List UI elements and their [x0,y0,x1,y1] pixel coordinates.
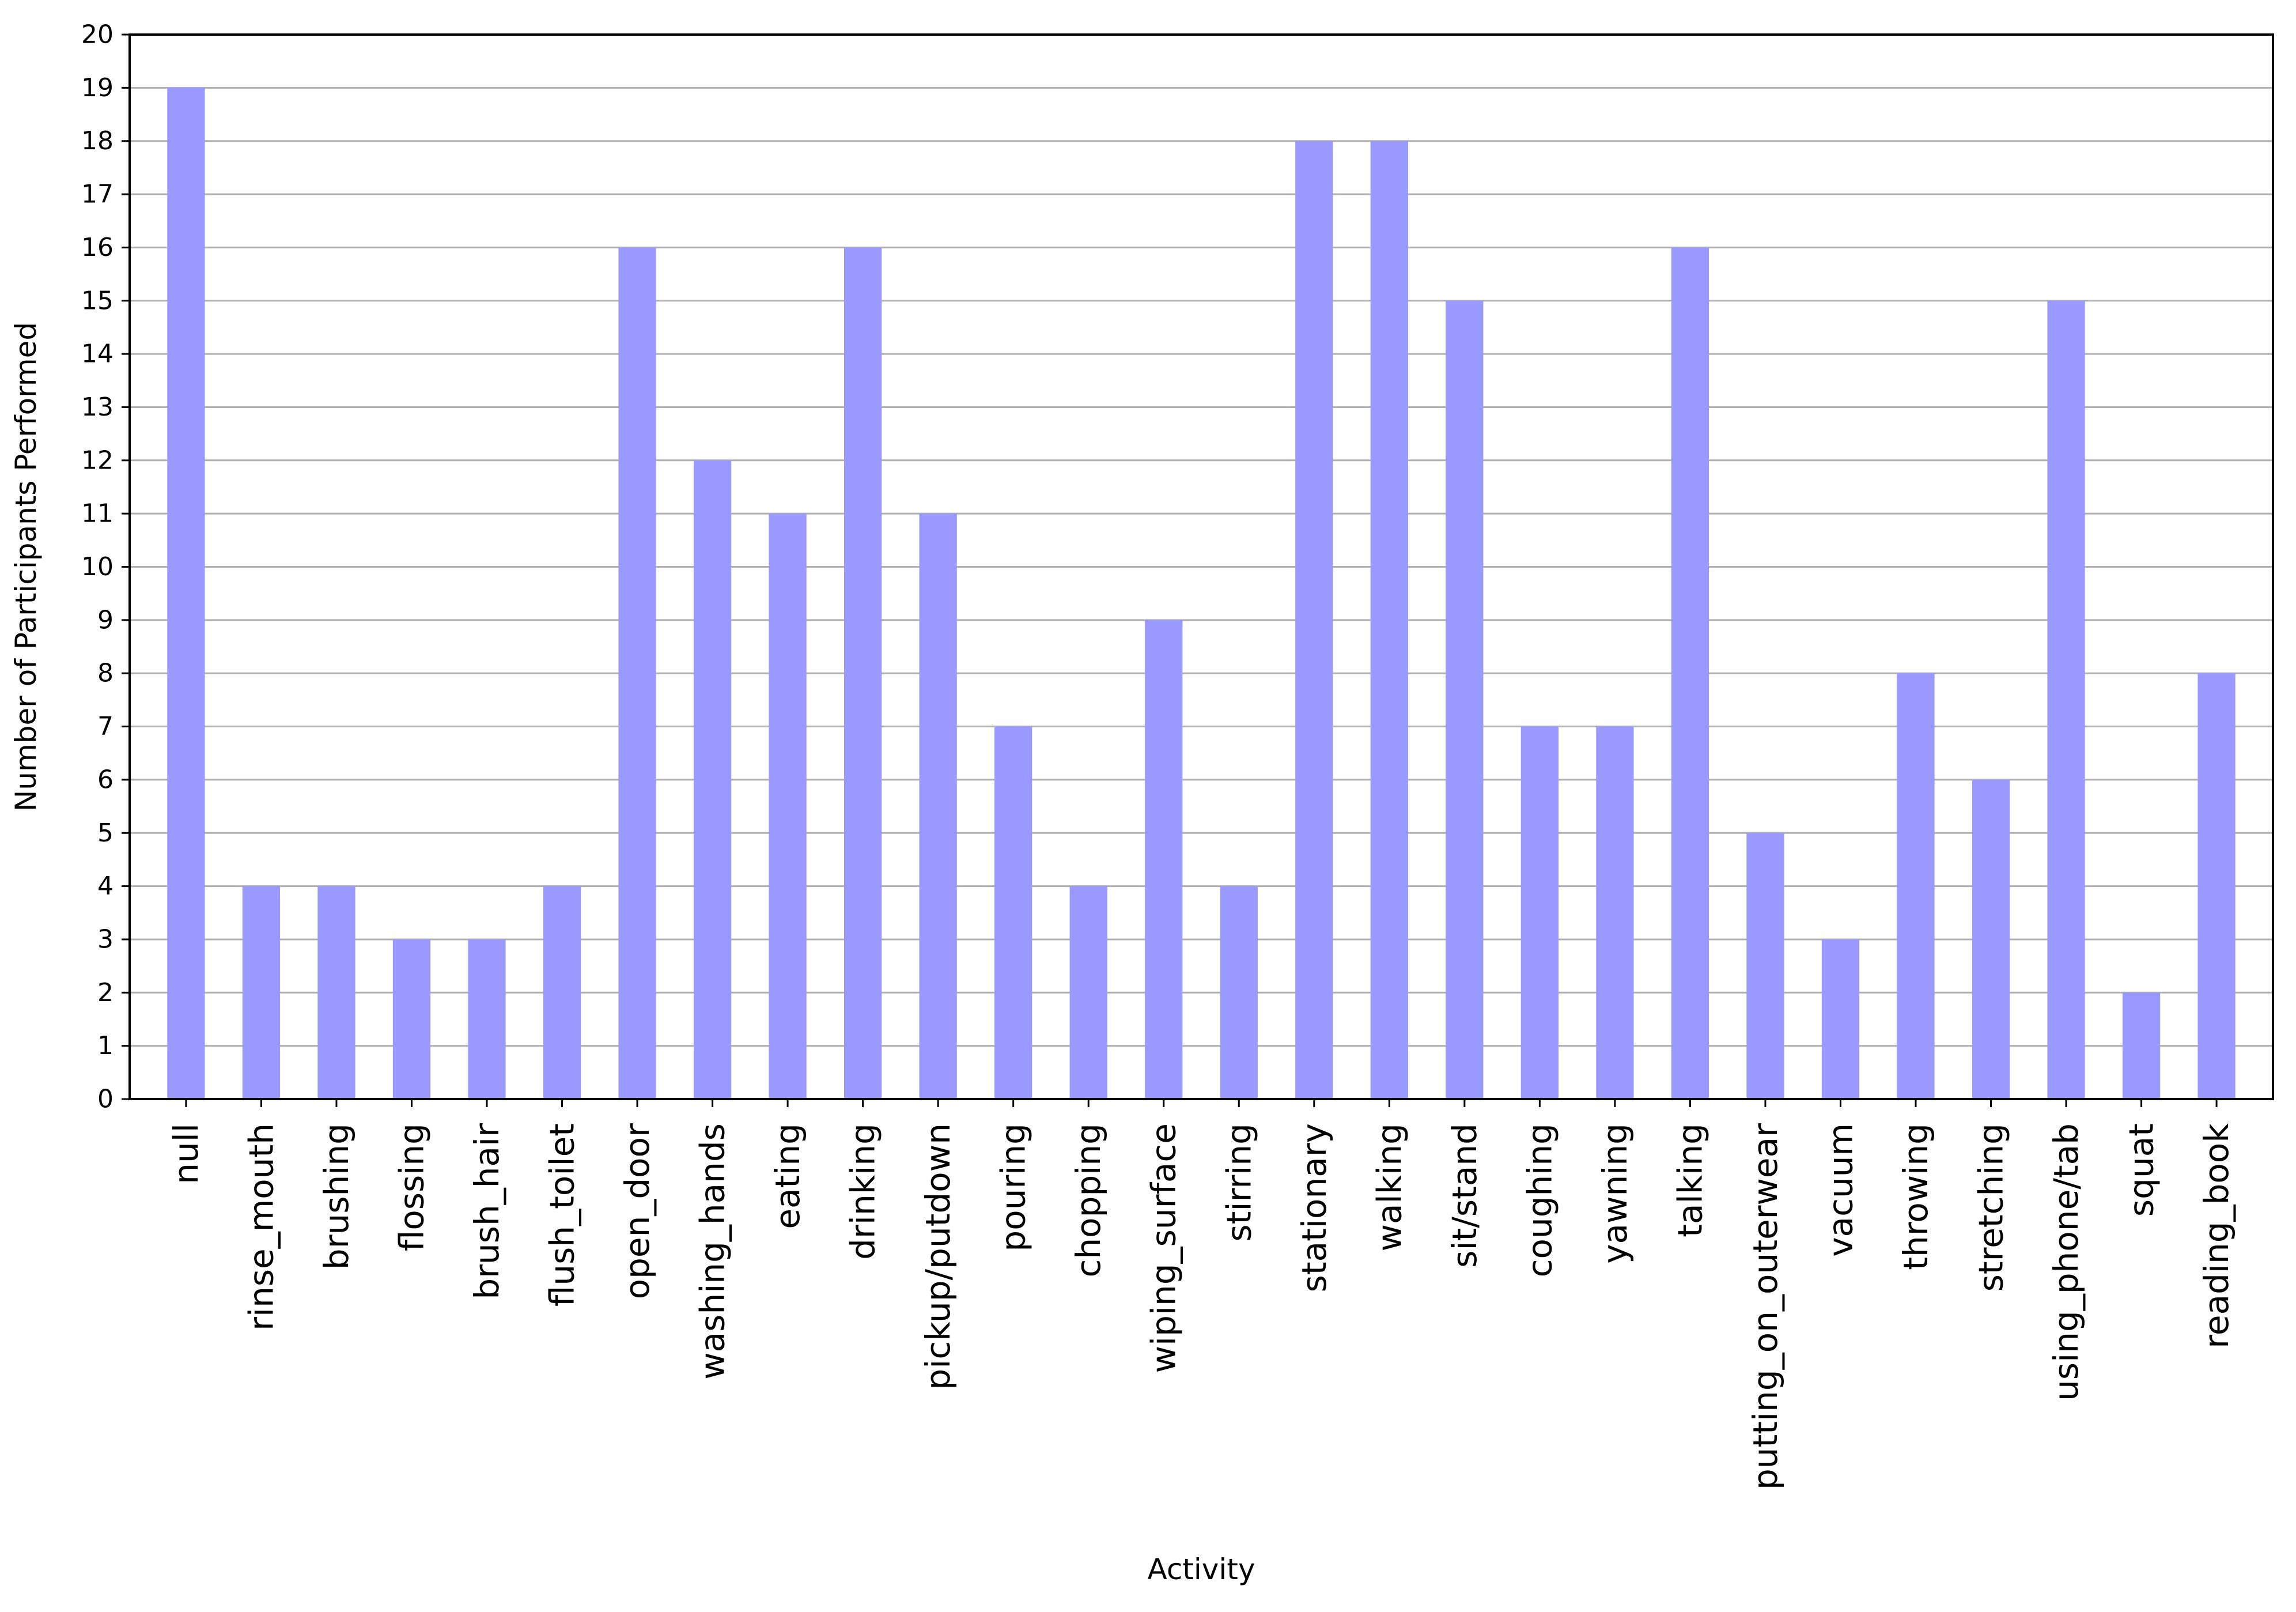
x-tick-label: eating [768,1123,807,1229]
x-tick-label: using_phone/tab [2047,1123,2086,1401]
y-tick-label: 7 [97,712,114,741]
y-tick-label: 15 [81,286,114,315]
x-tick-label: stirring [1219,1123,1258,1241]
bar-squat [2122,992,2161,1099]
bar-pouring [994,726,1032,1099]
x-tick-label: stretching [1972,1123,2011,1292]
x-tick-label: washing_hands [693,1123,732,1380]
x-tick-label: sit/stand [1445,1123,1484,1268]
bar-yawning [1596,726,1634,1099]
bar-chopping [1069,886,1107,1099]
bar-throwing [1897,673,1935,1099]
x-tick-label: open_door [618,1123,657,1300]
y-axis-label: Number of Participants Performed [9,322,43,811]
x-tick-label: yawning [1595,1123,1635,1264]
bars [167,88,2236,1100]
y-tick-label: 13 [81,392,114,422]
x-tick-label: stationary [1295,1123,1334,1292]
x-tick-label: reading_book [2197,1123,2236,1349]
x-tick-label: squat [2122,1123,2161,1217]
bar-null [167,88,205,1100]
bar-putting-on-outerwear [1746,833,1784,1099]
x-tick-label: coughing [1520,1123,1559,1277]
bar-open-door [618,247,656,1099]
y-tick-label: 2 [97,978,114,1007]
y-tick-label: 3 [97,924,114,954]
y-tick-label: 16 [81,233,114,262]
bar-washing-hands [693,460,732,1099]
bar-coughing [1520,726,1559,1099]
x-tick-label: drinking [843,1123,883,1260]
bar-using-phone-tab [2047,300,2085,1099]
bar-reading-book [2197,673,2236,1099]
x-tick-label: pickup/putdown [918,1123,958,1390]
bar-sit-stand [1446,300,1484,1099]
y-tick-label: 0 [97,1085,114,1114]
x-tick-label: chopping [1069,1123,1108,1277]
bar-flossing [392,939,431,1099]
bar-stretching [1972,779,2010,1099]
y-tick-label: 10 [81,552,114,582]
bar-rinse-mouth [242,886,281,1099]
y-tick-label: 9 [97,605,114,635]
x-axis-ticks: null rinse_mouth brushing flossing brush_hai… [167,1099,2236,1490]
y-tick-label: 18 [81,126,114,156]
bar-walking [1370,141,1408,1100]
y-tick-label: 12 [81,446,114,475]
y-tick-label: 8 [97,659,114,688]
y-tick-label: 1 [97,1031,114,1060]
bar-eating [769,514,807,1099]
x-tick-label: throwing [1896,1123,1935,1270]
bar-pickup-putdown [919,514,957,1099]
x-tick-label: putting_on_outerwear [1746,1123,1785,1490]
x-tick-label: brush_hair [467,1123,506,1300]
bar-brush-hair [468,939,506,1099]
x-tick-label: brushing [317,1123,356,1270]
y-tick-label: 6 [97,765,114,794]
bar-stirring [1220,886,1258,1099]
x-tick-label: wiping_surface [1144,1123,1183,1373]
x-tick-label: vacuum [1821,1123,1860,1257]
bar-stationary [1295,141,1333,1100]
x-tick-label: walking [1370,1123,1409,1251]
y-tick-label: 5 [97,818,114,848]
bar-wiping-surface [1145,620,1183,1099]
x-tick-label: null [167,1123,206,1184]
y-tick-label: 14 [81,339,114,369]
bar-talking [1671,247,1709,1099]
y-tick-label: 20 [81,20,114,50]
bar-flush-toilet [543,886,581,1099]
bar-drinking [844,247,882,1099]
y-tick-label: 11 [81,499,114,528]
x-tick-label: pouring [994,1123,1033,1252]
y-tick-label: 4 [97,871,114,901]
bar-brushing [317,886,355,1099]
x-axis-label: Activity [1148,1553,1255,1586]
x-tick-label: flush_toilet [543,1123,582,1307]
x-tick-label: flossing [392,1123,431,1251]
y-tick-label: 19 [81,73,114,103]
x-tick-label: talking [1670,1123,1709,1237]
x-tick-label: rinse_mouth [241,1123,281,1331]
bar-vacuum [1821,939,1860,1099]
grid-lines [130,33,2273,1100]
y-tick-label: 17 [81,180,114,209]
